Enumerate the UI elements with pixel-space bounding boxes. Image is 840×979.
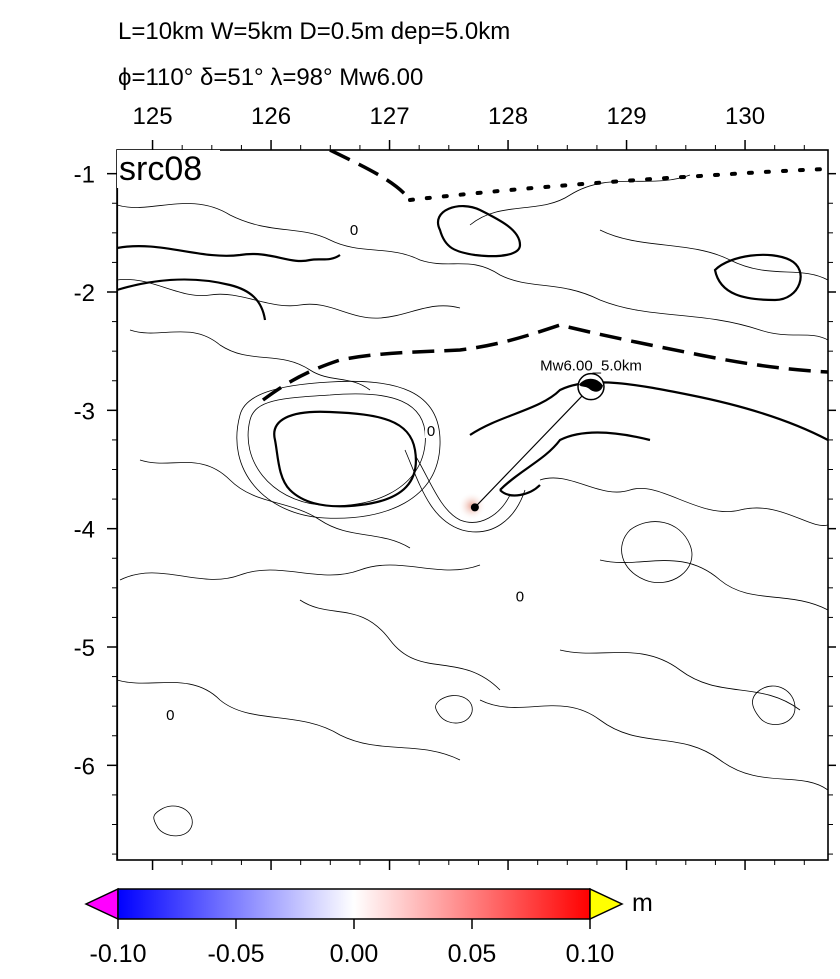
colorbar-tick-label: -0.05 [207, 940, 265, 968]
colorbar-gradient [117, 888, 591, 920]
x-tick-label: 125 [133, 103, 173, 130]
x-axis: 125 126 127 128 129 130 [133, 103, 805, 870]
y-tick-label: -4 [74, 517, 95, 544]
contour-label: 0 [350, 222, 358, 239]
contour-labels: 0 0 0 0 [164, 222, 526, 724]
contour-lines [117, 150, 828, 860]
x-tick-label: 129 [607, 103, 647, 130]
colorbar-unit: m [632, 889, 653, 917]
earthquake-source: Mw6.00_5.0km [470, 358, 642, 512]
x-tick-label: 127 [370, 103, 410, 130]
y-tick-label: -5 [74, 635, 95, 662]
panel-label-bg [117, 150, 220, 188]
colorbar-high-extension [589, 887, 624, 921]
contour-label: 0 [516, 589, 524, 606]
contour-label: 0 [166, 707, 174, 724]
x-tick-label: 128 [488, 103, 528, 130]
epicenter-marker [470, 503, 479, 512]
map-frame [116, 149, 829, 861]
y-tick-label: -2 [74, 280, 95, 307]
contour-label-bg [348, 222, 360, 237]
colorbar-low-extension [84, 887, 119, 921]
contour-label-bg [513, 589, 526, 604]
figure-title-line2: ϕ=110° δ=51° λ=98° Mw6.00 [118, 64, 424, 91]
colorbar-tick-label: 0.10 [565, 940, 615, 968]
panel-label: src08 [119, 150, 202, 188]
y-axis: -1 -2 -3 -4 -5 -6 [74, 162, 836, 855]
colorbar-tick-label: 0.00 [329, 940, 379, 968]
x-tick-label: 126 [251, 103, 291, 130]
y-tick-label: -3 [74, 398, 95, 425]
beachball-connector [474, 386, 592, 508]
colorbar-tick-label: -0.10 [89, 940, 147, 968]
source-label: Mw6.00_5.0km [540, 358, 642, 375]
colorbar-tick-label: 0.05 [447, 940, 497, 968]
figure-title-line1: L=10km W=5km D=0.5m dep=5.0km [118, 18, 511, 45]
y-tick-label: -6 [74, 753, 95, 780]
contour-label-bg [164, 708, 177, 722]
contour-label-bg [425, 424, 438, 438]
y-tick-label: -1 [74, 162, 95, 189]
contour-label: 0 [427, 423, 435, 440]
beachball-icon [577, 372, 605, 401]
colorbar [84, 887, 624, 929]
x-tick-label: 130 [725, 103, 765, 130]
